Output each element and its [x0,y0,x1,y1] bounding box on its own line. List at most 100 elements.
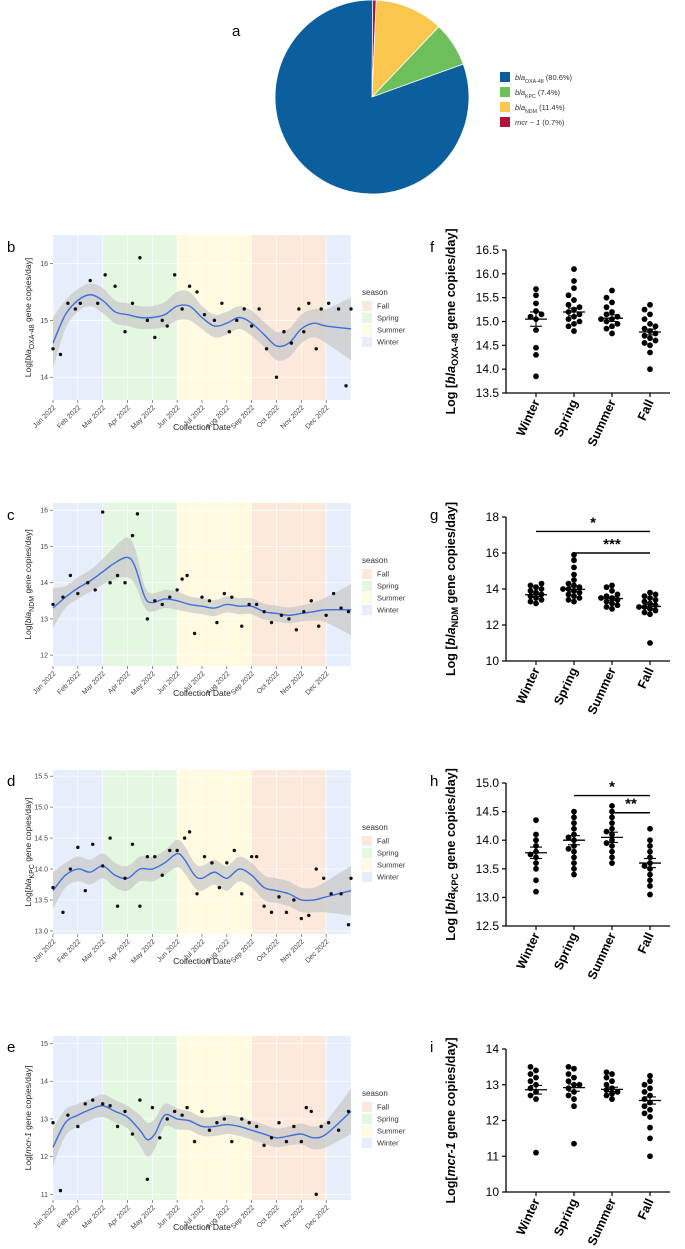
data-point [603,325,610,332]
legend-key [361,312,373,324]
label-prefix: Log [ [444,383,458,414]
data-point [282,330,286,334]
x-tick-label: May 2022 [130,670,157,697]
data-point [647,311,653,318]
x-tick-label: Oct 2022 [256,1204,281,1229]
data-point [641,340,648,346]
y-tick-label: 13.5 [476,862,500,876]
x-tick-label: Fall [635,665,657,690]
pie-legend: blaOXA-48 (80.6%)blaKPC (7.4%)blaNDM (11… [500,72,573,127]
label-prefix: Log[ [23,889,33,906]
confidence-band [53,283,351,369]
x-tick-label: Dec 2022 [304,1204,330,1230]
data-point [88,278,92,283]
data-point [326,301,331,305]
y-tick-label: 16 [40,508,48,515]
data-point [100,864,105,868]
label-prefix: Log[ [444,1176,458,1204]
data-point [150,1105,155,1110]
data-point [299,916,304,921]
data-point [571,328,577,334]
legend-label: blaKPC (7.4%) [515,88,560,100]
data-point [614,591,621,598]
legend-label: Spring [377,582,399,591]
data-point [235,318,239,323]
data-point [647,1135,653,1142]
data-point [284,1139,289,1144]
data-point [297,307,301,311]
y-tick-label: 13 [40,616,48,623]
data-point [647,1078,653,1085]
x-tick-label: Dec 2022 [304,670,330,696]
data-point [302,330,306,334]
data-point [51,347,55,351]
y-tick-label: 10 [486,654,500,668]
label-suffix: (7.4%) [536,88,561,97]
label-suffix: (80.6%) [544,73,573,82]
y-tick-label: 12 [40,653,48,660]
x-tick-label: Spring [551,1196,580,1238]
data-point [641,316,648,323]
data-point [647,301,653,308]
x-tick-label: Feb 2022 [56,404,82,430]
data-point [571,1065,577,1072]
data-point [153,599,157,603]
data-point [609,1078,615,1085]
data-point [222,591,227,596]
data-point [609,854,615,861]
x-axis-label: Collection Date [173,688,231,698]
y-tick-label: 15 [40,1041,48,1048]
data-point [321,876,326,881]
x-tick-label: Sep 2022 [230,938,256,964]
dotplot-kpc: 12.5 13.0 13.5 14.0 14.5 15.0 Winter Spring Summ… [444,768,670,982]
data-point [192,1139,197,1144]
legend-key [361,835,373,847]
data-point [533,860,539,866]
data-point [609,605,615,612]
legend-key [361,336,373,348]
data-point [51,885,55,890]
data-point [331,591,336,596]
data-point [527,313,534,320]
data-point [93,588,97,592]
data-point [123,876,127,881]
data-point [647,1124,653,1131]
data-point [565,596,572,603]
data-point [292,1124,296,1129]
data-point [533,351,539,358]
data-point [66,301,70,305]
data-point [317,624,321,628]
x-tick-label: Jan 2022 [32,670,57,695]
significance-label: * [590,514,596,531]
data-point [647,1106,653,1113]
data-point [647,1072,653,1079]
y-axis-label: Log[blaKPC gene copies/day] [23,798,36,907]
gene-subscript: KPC [29,864,36,878]
data-point [533,584,539,591]
label-suffix: gene copies/day] [23,258,33,325]
data-point [130,1132,135,1136]
legend-key [361,568,373,580]
y-tick-label: 11 [487,1149,500,1163]
data-point [254,854,259,859]
data-point [336,307,341,311]
confidence-band [53,1088,351,1167]
data-point [565,1063,572,1070]
data-point [76,845,80,850]
data-point [108,836,112,840]
data-point [533,344,539,351]
data-point [609,299,615,306]
season-band-winter [326,503,351,666]
gene-name: bla [444,892,458,910]
x-tick-label: Feb 2022 [56,938,82,964]
legend-title: season [362,823,388,832]
data-point [565,323,572,330]
data-point [571,820,577,826]
data-point [652,323,659,330]
data-point [61,595,65,599]
panel-label-g: g [430,507,438,524]
gene-subscript: KPC [525,94,536,100]
y-tick-label: 15.5 [476,291,500,305]
panel-label-c: c [7,507,15,524]
